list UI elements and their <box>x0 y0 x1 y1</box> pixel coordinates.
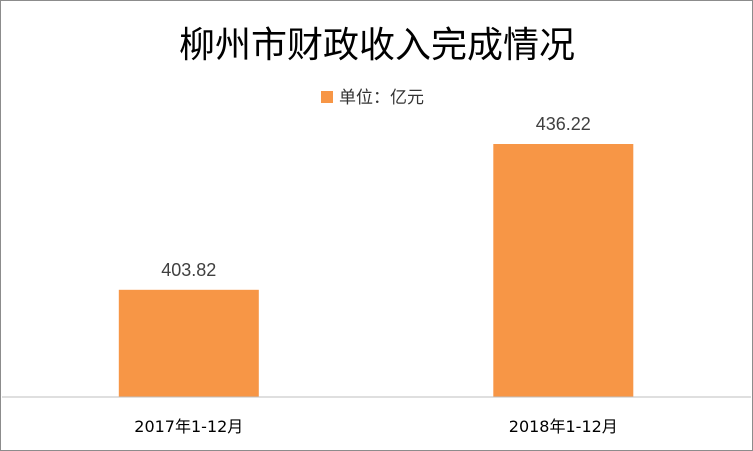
bars-group <box>118 144 634 397</box>
bar-2 <box>493 144 634 397</box>
x-tick-label-2: 2018年1-12月 <box>509 417 618 436</box>
x-tick-labels-group: 2017年1-12月 2018年1-12月 <box>134 417 618 436</box>
legend-label: 单位：亿元 <box>339 88 424 108</box>
data-label-2: 436.22 <box>536 114 591 134</box>
legend: 单位：亿元 <box>321 88 424 108</box>
data-label-1: 403.82 <box>161 260 216 280</box>
x-tick-label-1: 2017年1-12月 <box>134 417 243 436</box>
bar-1 <box>118 289 259 397</box>
chart-title: 柳州市财政收入完成情况 <box>179 25 575 66</box>
legend-swatch <box>321 91 333 103</box>
data-labels-group: 403.82 436.22 <box>161 114 591 280</box>
